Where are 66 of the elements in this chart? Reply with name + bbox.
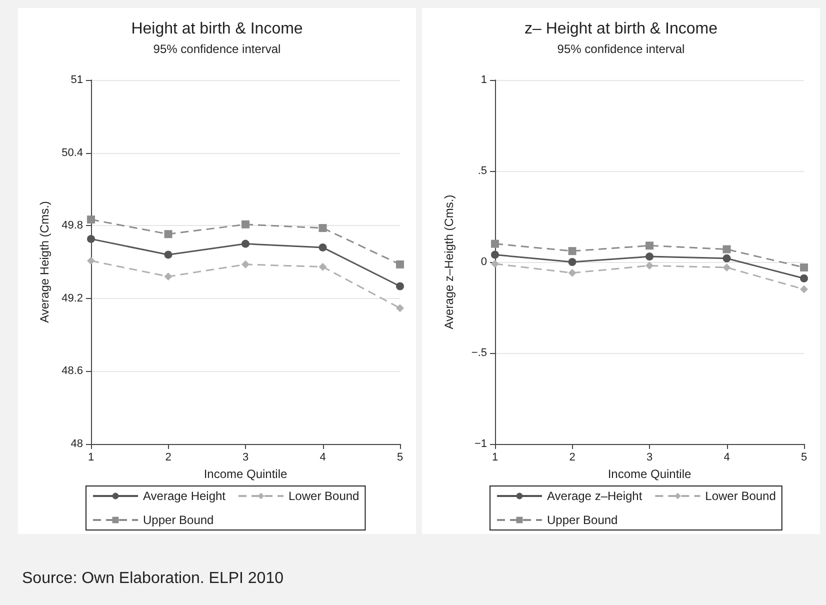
- x-tick-label: 1: [492, 452, 498, 464]
- point: [491, 260, 499, 268]
- x-tick-label: 5: [800, 452, 808, 464]
- y-axis-title: Average z–Heigth (Cms.): [442, 194, 456, 330]
- point: [164, 230, 172, 238]
- point: [722, 254, 731, 262]
- point: [396, 304, 404, 312]
- y-tick-label: 48.6: [62, 365, 83, 378]
- point: [164, 272, 172, 281]
- legend-label: Lower Bound: [288, 489, 360, 503]
- chart-title: Height at birth & Income: [131, 20, 303, 38]
- point: [318, 224, 327, 232]
- x-tick-label: 4: [724, 452, 730, 464]
- point: [800, 285, 808, 294]
- point: [242, 240, 250, 248]
- point: [568, 258, 576, 266]
- point: [568, 268, 576, 277]
- chart-subtitle: 95% confidence interval: [153, 42, 281, 56]
- point: [491, 250, 499, 259]
- point: [396, 260, 404, 268]
- x-tick-label: 2: [569, 452, 576, 464]
- legend-label: Upper Bound: [547, 513, 618, 527]
- point: [722, 263, 731, 272]
- y-tick-label: 49.2: [62, 292, 83, 304]
- y-tick-label: −1: [474, 438, 487, 450]
- point: [87, 234, 95, 243]
- point: [568, 247, 576, 256]
- y-tick-label: 50.4: [62, 146, 83, 159]
- point: [242, 260, 250, 268]
- point: [800, 274, 808, 282]
- x-tick-label: 3: [242, 452, 249, 464]
- x-tick-label: 5: [396, 452, 404, 464]
- point: [646, 262, 654, 270]
- legend-label: Lower Bound: [705, 489, 776, 503]
- legend-label: Average z–Height: [547, 489, 643, 503]
- chart-subtitle: 95% confidence interval: [557, 42, 685, 56]
- y-tick-label: .5: [478, 165, 487, 177]
- point: [491, 240, 499, 248]
- x-tick-label: 1: [88, 452, 94, 464]
- point: [646, 252, 654, 261]
- point: [722, 245, 731, 254]
- point: [164, 250, 172, 259]
- legend-label: Average Height: [143, 489, 226, 503]
- point: [87, 216, 95, 224]
- x-tick-label: 2: [165, 452, 172, 464]
- y-tick-label: 49.8: [62, 220, 83, 232]
- x-tick-label: 4: [320, 452, 326, 464]
- x-axis-title: Income Quintile: [608, 466, 692, 481]
- y-tick-label: 48: [70, 438, 83, 450]
- chart-title: z– Height at birth & Income: [524, 20, 718, 38]
- point: [800, 263, 808, 272]
- y-tick-label: −.5: [471, 347, 487, 359]
- point: [646, 242, 654, 250]
- point: [87, 256, 95, 265]
- y-axis-title: Average Heigth (Cms.): [38, 201, 52, 323]
- x-axis-title: Income Quintile: [204, 466, 288, 481]
- y-tick-label: 0: [480, 256, 487, 268]
- point: [318, 243, 327, 252]
- x-tick-label: 3: [646, 452, 653, 464]
- legend-label: Upper Bound: [143, 513, 214, 527]
- y-tick-label: 1: [480, 74, 487, 86]
- point: [396, 282, 404, 290]
- point: [318, 262, 327, 271]
- y-tick-label: 51: [70, 74, 83, 86]
- point: [242, 220, 250, 228]
- source-note: Source: Own Elaboration. ELPI 2010: [22, 570, 284, 588]
